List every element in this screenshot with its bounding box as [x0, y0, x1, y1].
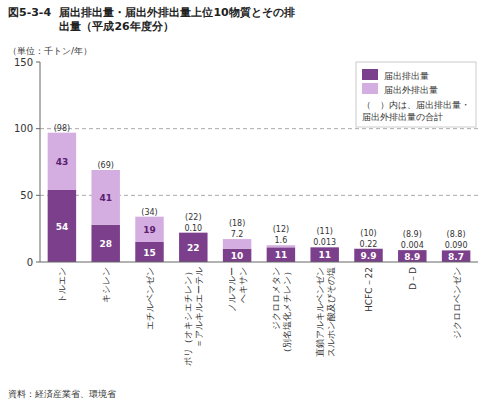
- total-label: (98): [54, 124, 70, 133]
- y-tick-label: 0: [27, 257, 33, 268]
- x-tick-label: HCFC－22: [364, 267, 374, 312]
- y-tick: [36, 128, 40, 129]
- data-label: 11: [275, 250, 288, 260]
- legend-swatch: [362, 69, 378, 80]
- source-note: 資料：経済産業省、環境省: [8, 389, 116, 399]
- bar-segment: [267, 245, 295, 247]
- x-tick-label-line: スルホン酸及びその塩: [326, 267, 336, 357]
- bar-segment: [135, 217, 163, 242]
- y-axis: [40, 62, 41, 262]
- x-tick-label-line: ヘキサン: [238, 267, 248, 303]
- data-label: 8.9: [404, 252, 420, 262]
- data-label: 22: [187, 243, 200, 253]
- x-tick-label: ジクロロメタン（別名塩化メチレン）: [271, 267, 292, 357]
- legend-entry: 届出外排出量: [384, 85, 438, 95]
- bar-segment: [48, 133, 76, 190]
- legend-note-line: （ ）内は、届出排出量・: [362, 100, 470, 110]
- data-label: 11: [318, 250, 331, 260]
- bar-segment: [310, 247, 338, 262]
- x-tick-label: キシレン: [101, 267, 111, 303]
- legend: 届出排出量届出外排出量 （ ）内は、届出排出量・届出外排出量の合計: [356, 62, 476, 127]
- total-label: (34): [141, 208, 157, 217]
- legend-box: [356, 62, 476, 127]
- total-label: (11): [316, 227, 332, 236]
- x-tick-label-line: ノルマルー: [227, 267, 237, 312]
- x-tick-label-line: 直鎖アルキルベンゼン: [315, 267, 325, 357]
- x-tick-label-line: ポリ（オキシエチレン）: [183, 267, 193, 366]
- bars: [48, 133, 471, 262]
- total-label: (10): [360, 229, 376, 238]
- data-label: 54: [56, 222, 69, 232]
- x-tick-label: D－D: [408, 267, 418, 290]
- data-label: 10: [231, 251, 244, 261]
- data-label: 1.6: [275, 236, 288, 245]
- chart: 図5-3-4 届出排出量・届出外排出量上位10物質とその排出量（平成26年度分） （…: [0, 0, 488, 405]
- x-tick-label-line: ＝アルキルエーテル: [194, 267, 204, 348]
- bar-segment: [354, 249, 382, 262]
- data-label: 0.013: [313, 238, 336, 247]
- bar-segment: [91, 170, 119, 225]
- bar-segment: [179, 233, 207, 262]
- y-tick-label: 100: [14, 123, 33, 134]
- subtitle-line: 届出排出量・届出外排出量上位10物質とその排: [58, 6, 294, 19]
- x-tick-label: ポリ（オキシエチレン）＝アルキルエーテル: [183, 267, 204, 366]
- y-tick-label: 150: [14, 57, 33, 68]
- bar-segment: [223, 249, 251, 262]
- x-tick-label-line: HCFC－22: [364, 267, 374, 312]
- x-tick-label-line: エチルベンゼン: [145, 267, 155, 330]
- data-label: 0.004: [401, 241, 424, 250]
- bar-segment: [442, 250, 470, 262]
- data-label: 0.22: [360, 240, 378, 249]
- x-tick-label: ジクロロベンゼン: [452, 267, 462, 339]
- y-tick: [36, 62, 40, 63]
- x-tick-label: ノルマルーヘキサン: [227, 267, 248, 312]
- legend-note: （ ）内は、届出排出量・届出外排出量の合計: [362, 100, 470, 122]
- total-label: (8.9): [403, 230, 422, 239]
- data-label: 28: [99, 239, 112, 249]
- bar-segment: [267, 247, 295, 262]
- data-label: 8.7: [448, 252, 464, 262]
- title: 図5-3-4: [8, 6, 51, 19]
- data-label: 0.10: [184, 224, 202, 233]
- bar-segment: [91, 225, 119, 262]
- y-tick: [36, 195, 40, 196]
- subtitle-line: 出量（平成26年度分）: [59, 20, 173, 33]
- x-tick-label: 直鎖アルキルベンゼンスルホン酸及びその塩: [315, 267, 336, 357]
- data-label: 0.090: [445, 241, 468, 250]
- total-label: (8.8): [447, 230, 466, 239]
- subtitle: 届出排出量・届出外排出量上位10物質とその排出量（平成26年度分）: [58, 6, 294, 33]
- total-label: (18): [229, 219, 245, 228]
- x-axis: [40, 262, 478, 263]
- bar-segment: [135, 242, 163, 262]
- bar-segment: [398, 250, 426, 262]
- y-axis-label: （単位：千トン/年）: [8, 46, 92, 56]
- data-label: 41: [99, 193, 112, 203]
- y-tick-label: 50: [20, 190, 33, 201]
- legend-note-line: 届出外排出量の合計: [362, 112, 443, 122]
- x-tick-label: エチルベンゼン: [145, 267, 155, 330]
- x-tick-label-line: トルエン: [57, 267, 67, 303]
- total-label: (12): [273, 225, 289, 234]
- bar-segment: [48, 190, 76, 262]
- y-tick: [36, 262, 40, 263]
- x-tick-label-line: （別名塩化メチレン）: [282, 267, 292, 357]
- x-tick-label-line: キシレン: [101, 267, 111, 303]
- x-tick-label: トルエン: [57, 267, 67, 303]
- x-tick-label-line: ジクロロメタン: [271, 267, 281, 330]
- legend-swatch: [362, 83, 378, 94]
- data-label: 19: [143, 225, 156, 235]
- legend-entry: 届出排出量: [384, 71, 429, 81]
- data-label: 15: [143, 248, 156, 258]
- data-label: 9.9: [361, 251, 377, 261]
- data-label: 43: [56, 157, 69, 167]
- total-label: (22): [185, 213, 201, 222]
- x-tick-label-line: ジクロロベンゼン: [452, 267, 462, 339]
- total-label: (69): [97, 161, 113, 170]
- reference-line: [40, 128, 478, 129]
- x-tick-label-line: D－D: [408, 267, 418, 290]
- data-label: 7.2: [231, 230, 244, 239]
- bar-segment: [223, 239, 251, 249]
